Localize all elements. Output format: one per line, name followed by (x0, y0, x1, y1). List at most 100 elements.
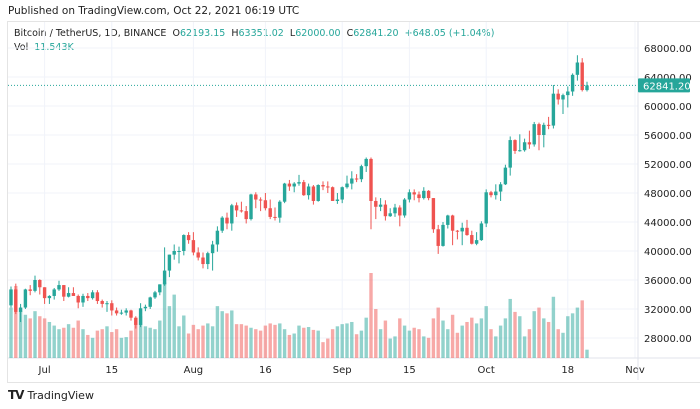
candle-body (537, 124, 541, 135)
candle-body (393, 207, 397, 214)
candle-body (350, 178, 354, 184)
volume-bar (364, 317, 368, 358)
candle (278, 200, 282, 223)
candle (465, 219, 469, 236)
volume-bar (114, 329, 119, 358)
candle-body (575, 62, 580, 75)
candle (143, 304, 148, 312)
candle (66, 287, 71, 298)
candle-body (234, 205, 239, 211)
volume-bar (138, 316, 143, 358)
candle (282, 182, 287, 204)
candle (417, 191, 421, 203)
candle-body (148, 297, 152, 307)
volume-bar (417, 329, 421, 358)
candle-body (311, 186, 316, 201)
candle-body (479, 223, 484, 241)
y-tick-label: 44000.00 (644, 218, 692, 229)
candle-body (345, 183, 349, 188)
tradingview-brand[interactable]: TV TradingView (8, 388, 94, 402)
candle-body (489, 192, 493, 196)
candle-body (249, 194, 253, 220)
volume-bar (321, 342, 325, 358)
candle (311, 185, 316, 205)
volume-bar (254, 329, 258, 358)
candle-body (263, 200, 268, 209)
candle (105, 301, 109, 312)
volume-bar (239, 324, 244, 358)
volume-bar (76, 320, 80, 358)
close-value: 62841.20 (353, 28, 399, 39)
candle-body (354, 178, 359, 180)
candle (561, 93, 565, 114)
candle (479, 221, 484, 241)
volume-bar (302, 327, 306, 358)
volume-bar (215, 306, 220, 358)
volume-bar (287, 334, 292, 358)
volume-bar (234, 324, 239, 358)
volume-bar (57, 329, 61, 358)
volume-bar (148, 327, 152, 358)
volume-bar (201, 325, 205, 358)
candle-body (302, 182, 306, 196)
y-tick-label: 60000.00 (644, 102, 692, 113)
candle-body (465, 227, 469, 236)
candle-body (441, 224, 445, 246)
candle-body (297, 182, 301, 184)
volume-bar (378, 329, 383, 358)
candle-body (340, 187, 344, 200)
candle-body (273, 216, 277, 218)
candle (76, 294, 80, 309)
candle-body (580, 62, 584, 91)
volume-bar (177, 326, 181, 358)
volume-bar (340, 324, 344, 358)
candle (503, 164, 508, 186)
last-price-badge (638, 78, 690, 93)
candle-body (364, 158, 368, 167)
candle-body (95, 292, 100, 302)
volume-bar (282, 329, 287, 358)
x-tick-label: 16 (259, 365, 272, 376)
brand-name: TradingView (27, 388, 94, 402)
volume-bar (369, 273, 373, 358)
volume-bar (134, 320, 138, 358)
candle-body (566, 91, 570, 96)
volume-bar (52, 325, 56, 358)
candle (297, 174, 301, 186)
candle-body (460, 227, 464, 232)
tradingview-logo-icon: TV (8, 388, 25, 402)
candle (306, 183, 311, 200)
candle-body (254, 194, 258, 200)
candle-body (359, 166, 364, 180)
y-tick-label: 56000.00 (644, 131, 692, 142)
volume-bar (388, 338, 392, 358)
y-tick-label: 28000.00 (644, 334, 692, 345)
volume-bar (551, 296, 556, 358)
candle-body (522, 142, 527, 151)
candle (369, 157, 373, 230)
candle (57, 280, 61, 291)
candle (374, 197, 378, 220)
volume-bar (335, 326, 340, 358)
candle-body (153, 292, 157, 298)
candle (537, 122, 541, 151)
candle-body (14, 289, 18, 312)
candle-body (383, 204, 388, 217)
volume-bar (508, 298, 512, 358)
candle-body (196, 252, 200, 258)
candle-body (369, 158, 373, 201)
volume-bar (172, 294, 176, 358)
volume-bar (556, 329, 560, 358)
candle (426, 190, 431, 201)
candle (138, 303, 143, 328)
y-tick-label: 48000.00 (644, 189, 692, 200)
candle-body (570, 74, 575, 92)
candle (354, 174, 359, 183)
candle-body (244, 211, 248, 220)
candle (542, 122, 546, 148)
volume-bar (393, 336, 397, 358)
candle (9, 286, 13, 308)
candle-body (129, 310, 133, 318)
volume-bar (374, 309, 378, 358)
